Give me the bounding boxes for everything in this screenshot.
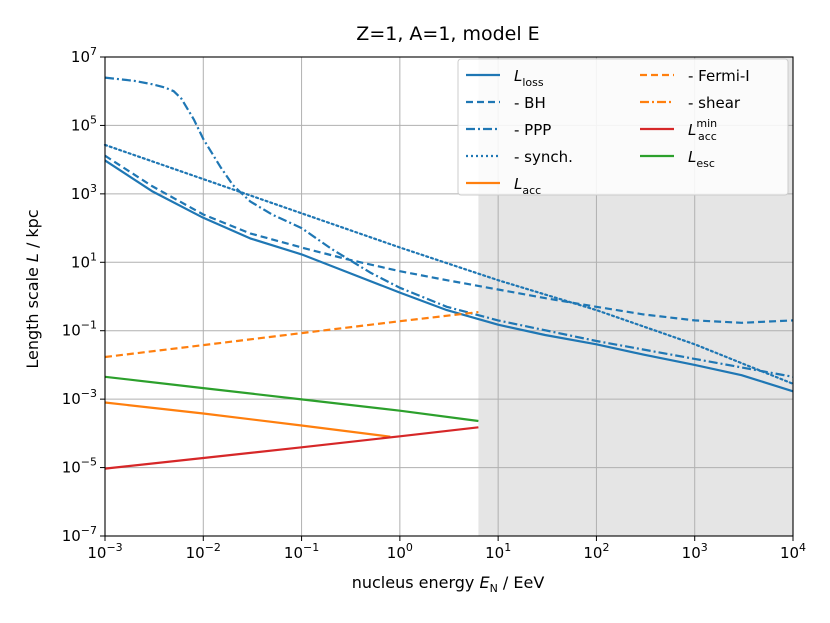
legend: Lloss - BH - PPP - synch.Lacc - Fermi-I … <box>457 58 789 197</box>
legend-label-ppp: - PPP <box>514 121 551 139</box>
y-axis-label: Length scale L / kpc <box>23 209 42 368</box>
x-tick-label: 101 <box>485 541 511 562</box>
y-tick-label: 10−3 <box>62 387 97 408</box>
y-tick-label: 10−1 <box>62 319 97 340</box>
x-axis-label: nucleus energy EN / EeV <box>352 573 545 595</box>
y-tick-label: 107 <box>71 45 97 66</box>
series-synch-line <box>103 143 795 385</box>
y-tick-label: 101 <box>71 250 97 271</box>
series-accmin-line <box>104 426 479 470</box>
x-tick-label: 10−3 <box>87 541 122 562</box>
series-acc-line <box>104 401 391 438</box>
legend-label-loss: Lloss <box>514 67 544 89</box>
series-fermi-line <box>104 311 479 359</box>
legend-label-acc: Lacc <box>514 175 541 197</box>
y-tick-label: 103 <box>71 182 97 203</box>
legend-label-esc: Lesc <box>688 148 715 170</box>
series-ppp-line <box>104 76 794 378</box>
x-tick-label: 10−1 <box>284 541 319 562</box>
plot-frame <box>104 56 794 537</box>
x-tick-label: 103 <box>682 541 708 562</box>
x-tick-label: 100 <box>387 541 413 562</box>
series-lines <box>103 76 795 470</box>
x-tick-label: 10−2 <box>186 541 221 562</box>
series-loss-line <box>104 159 794 393</box>
y-tick-label: 10−7 <box>62 524 97 545</box>
series-esc-line <box>104 375 479 423</box>
y-tick-label: 10−5 <box>62 456 97 477</box>
x-tick-label: 102 <box>583 541 609 562</box>
legend-label-accmin: Lmin acc <box>688 117 717 143</box>
legend-box <box>457 58 789 196</box>
y-tick-label: 105 <box>71 113 97 134</box>
series-bh-line <box>104 154 794 324</box>
axis-ticks: 10−3 10−2 10−1 100 101 102 103 104 10−7 10−5 10−3 1… <box>62 45 806 562</box>
legend-label-synch: - synch. <box>514 148 573 166</box>
legend-label-bh: - BH <box>514 94 546 112</box>
x-tick-label: 104 <box>780 541 806 562</box>
legend-label-shear: - shear <box>688 94 741 112</box>
chart-title: Z=1, A=1, model E <box>356 23 539 45</box>
legend-label-fermi: - Fermi-I <box>688 67 750 85</box>
